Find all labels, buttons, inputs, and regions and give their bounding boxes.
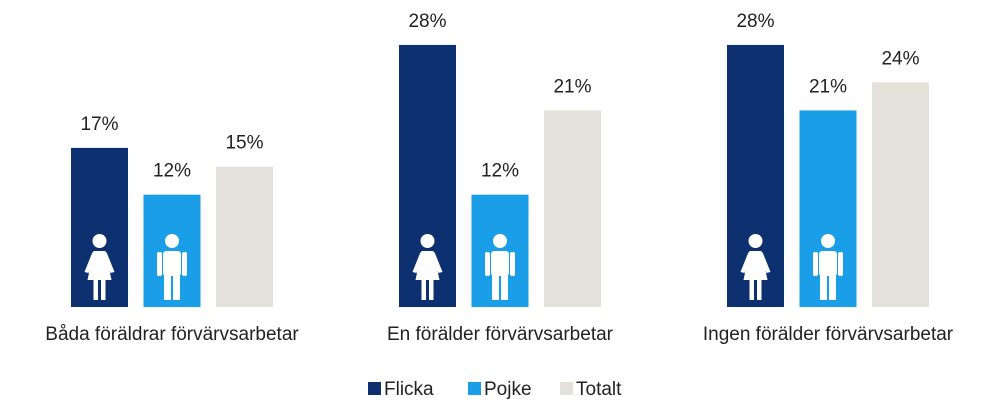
girl-icon — [84, 234, 115, 300]
bar — [544, 110, 601, 307]
icon-head — [493, 234, 507, 248]
icon-leg — [492, 272, 499, 300]
icon-arm — [813, 252, 818, 276]
bar — [216, 166, 273, 307]
icon-leg — [421, 279, 426, 300]
icon-leg — [101, 279, 106, 300]
legend-swatch — [468, 382, 481, 395]
icon-head — [821, 234, 835, 248]
icon-arm — [740, 252, 771, 273]
icon-leg — [749, 279, 754, 300]
icon-leg — [829, 272, 836, 300]
icon-arm — [157, 252, 162, 276]
boy-icon — [157, 234, 187, 300]
icon-body — [491, 251, 509, 276]
value-label: 21% — [809, 76, 847, 97]
icon-leg — [164, 272, 171, 300]
value-label: 12% — [153, 161, 191, 182]
icon-arm — [412, 252, 443, 273]
legend-swatch — [368, 382, 381, 395]
icon-head — [165, 234, 179, 248]
value-label: 12% — [481, 161, 519, 182]
icon-arm — [510, 252, 515, 276]
bar — [143, 194, 201, 307]
x-tick-label: En förälder förvärvsarbetar — [387, 324, 614, 345]
bar — [71, 147, 128, 307]
boy-icon — [813, 234, 843, 300]
boy-icon — [485, 234, 515, 300]
icon-head — [420, 234, 435, 248]
value-label: 21% — [553, 76, 591, 97]
value-label: 24% — [881, 48, 919, 69]
icon-leg — [93, 279, 98, 300]
girl-icon — [412, 234, 443, 300]
bar — [471, 194, 529, 307]
value-label: 15% — [225, 133, 263, 154]
icon-arm — [84, 252, 115, 273]
icon-head — [92, 234, 107, 248]
legend-label: Pojke — [484, 379, 532, 400]
value-label: 17% — [80, 114, 118, 135]
icon-leg — [757, 279, 762, 300]
icon-arm — [485, 252, 490, 276]
bar — [872, 82, 929, 307]
icon-leg — [501, 272, 508, 300]
icon-arm — [838, 252, 843, 276]
icon-leg — [429, 279, 434, 300]
value-label: 28% — [408, 11, 446, 32]
icon-body — [819, 251, 837, 276]
value-label: 28% — [736, 11, 774, 32]
legend-label: Flicka — [384, 379, 434, 400]
girl-icon — [740, 234, 771, 300]
icon-leg — [173, 272, 180, 300]
icon-head — [748, 234, 763, 248]
icon-leg — [820, 272, 827, 300]
icon-body — [163, 251, 181, 276]
legend-label: Totalt — [576, 379, 622, 400]
bar — [799, 110, 857, 307]
x-tick-label: Ingen förälder förvärvsarbetar — [703, 324, 954, 345]
legend-swatch — [560, 382, 573, 395]
x-tick-label: Båda föräldrar förvärvsarbetar — [45, 324, 299, 345]
icon-arm — [182, 252, 187, 276]
